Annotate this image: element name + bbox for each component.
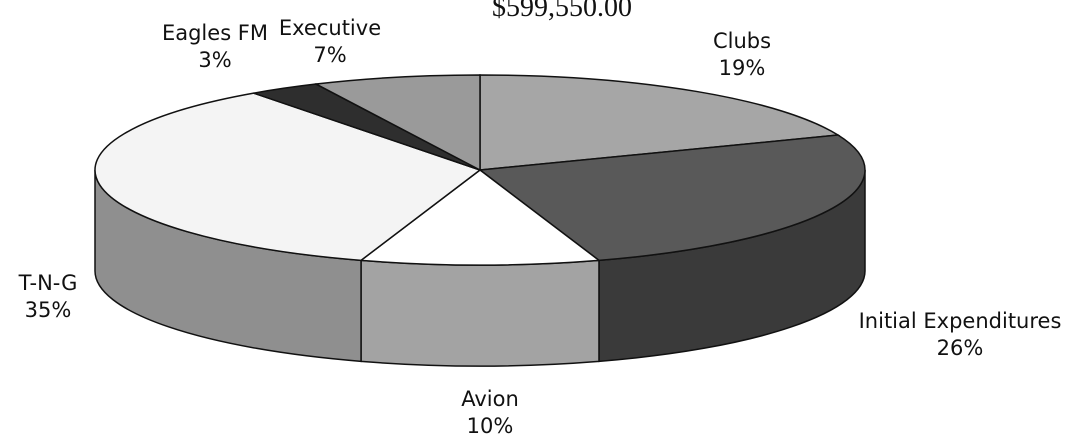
pie-top-faces	[94, 74, 866, 266]
pie-slice-initial-expenditures	[478, 134, 866, 262]
pie-labels: Clubs 19% Initial Expenditures 26% Avion 10% T…	[18, 16, 1062, 437]
pie-side-avion	[360, 259, 600, 367]
slice-name-executive: Executive	[279, 16, 381, 40]
pie-slice-executive	[313, 74, 481, 172]
slice-name-initial-expenditures: Initial Expenditures	[859, 309, 1062, 333]
slice-value-clubs: 19%	[719, 56, 766, 80]
pie-slice-avion	[359, 169, 601, 266]
slice-name-clubs: Clubs	[713, 29, 771, 53]
slice-value-initial-expenditures: 26%	[937, 336, 984, 360]
slice-value-eagles-fm: 3%	[198, 48, 231, 72]
pie-slice-t-n-g	[94, 92, 482, 262]
slice-name-t-n-g: T-N-G	[18, 271, 78, 295]
slice-value-avion: 10%	[467, 414, 514, 437]
slice-name-avion: Avion	[461, 387, 519, 411]
slice-value-executive: 7%	[313, 43, 346, 67]
slice-name-eagles-fm: Eagles FM	[162, 21, 268, 45]
pie-slice-clubs	[479, 74, 841, 171]
pie-side-walls	[94, 169, 866, 367]
chart-title: $599,550.00	[492, 0, 632, 23]
slice-value-t-n-g: 35%	[25, 298, 72, 322]
